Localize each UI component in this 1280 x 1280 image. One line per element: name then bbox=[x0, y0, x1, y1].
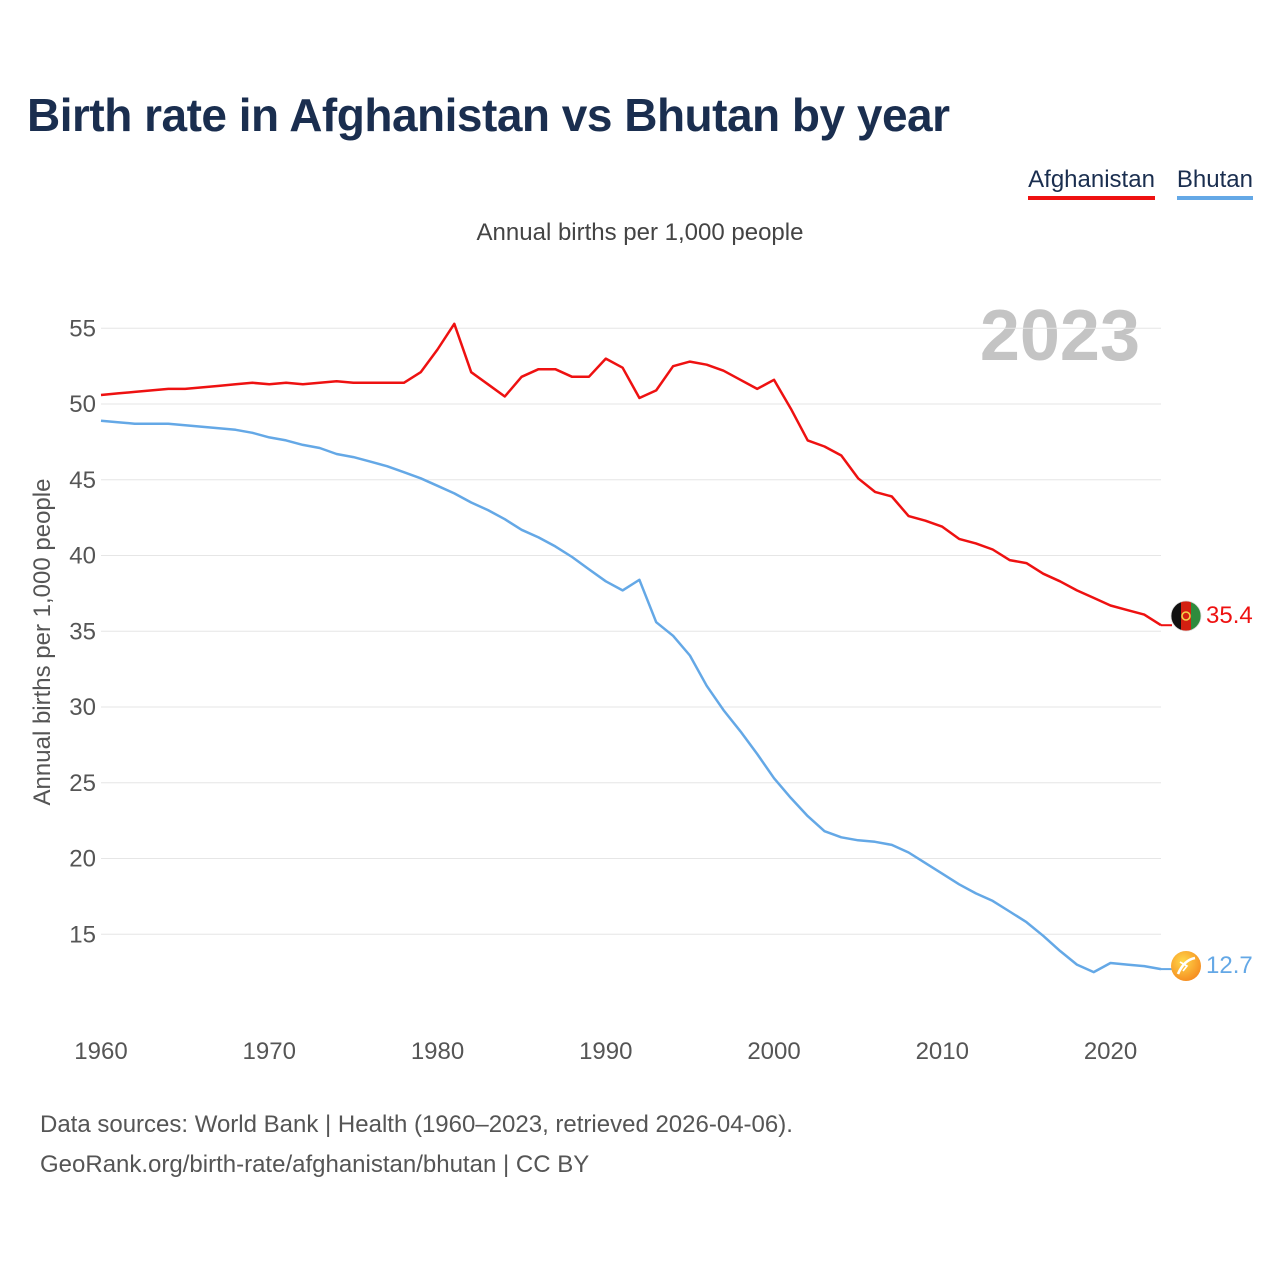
source-link[interactable]: GeoRank.org/birth-rate/afghanistan/bhuta… bbox=[40, 1151, 590, 1178]
legend-item-bhutan[interactable]: Bhutan bbox=[1176, 166, 1253, 200]
chart-title: Birth rate in Afghanistan vs Bhutan by y… bbox=[27, 89, 950, 141]
y-tick-label: 20 bbox=[69, 846, 96, 873]
series-line-afghanistan bbox=[100, 322, 1162, 627]
afghanistan-end-value: 35.4 bbox=[1206, 602, 1253, 629]
x-tick-label: 1970 bbox=[243, 1038, 296, 1065]
line-chart: Annual births per 1,000 people Annual bi… bbox=[29, 219, 1253, 1065]
y-tick-label: 40 bbox=[69, 543, 96, 570]
series-line-bhutan bbox=[100, 419, 1162, 974]
y-axis-label: Annual births per 1,000 people bbox=[29, 479, 56, 806]
x-axis-ticks: 1960 1970 1980 1990 2000 2010 2020 bbox=[74, 1038, 1137, 1065]
y-tick-label: 45 bbox=[69, 467, 96, 494]
legend: Afghanistan Bhutan bbox=[1028, 166, 1253, 200]
y-tick-label: 50 bbox=[69, 391, 96, 418]
x-tick-label: 1990 bbox=[579, 1038, 632, 1065]
x-tick-label: 2020 bbox=[1084, 1038, 1137, 1065]
afghanistan-flag-icon bbox=[1170, 600, 1202, 632]
year-watermark: 2023 bbox=[980, 296, 1140, 376]
x-tick-label: 1960 bbox=[74, 1038, 127, 1065]
x-tick-label: 2000 bbox=[747, 1038, 800, 1065]
chart-subtitle: Annual births per 1,000 people bbox=[477, 219, 804, 246]
y-tick-label: 30 bbox=[69, 694, 96, 721]
bhutan-end-value: 12.7 bbox=[1206, 952, 1253, 979]
x-tick-label: 2010 bbox=[916, 1038, 969, 1065]
bhutan-flag-icon bbox=[1171, 951, 1201, 981]
series-lines bbox=[100, 322, 1172, 974]
grid-lines bbox=[101, 327, 1161, 935]
y-tick-label: 35 bbox=[69, 618, 96, 645]
y-tick-label: 15 bbox=[69, 921, 96, 948]
footer: Data sources: World Bank | Health (1960–… bbox=[40, 1105, 793, 1185]
y-tick-label: 25 bbox=[69, 770, 96, 797]
y-tick-label: 55 bbox=[69, 315, 96, 342]
data-source-note: Data sources: World Bank | Health (1960–… bbox=[40, 1111, 793, 1138]
x-tick-label: 1980 bbox=[411, 1038, 464, 1065]
y-axis-ticks: 15 20 25 30 35 40 45 50 55 bbox=[69, 315, 96, 948]
legend-item-afghanistan[interactable]: Afghanistan bbox=[1028, 166, 1155, 200]
